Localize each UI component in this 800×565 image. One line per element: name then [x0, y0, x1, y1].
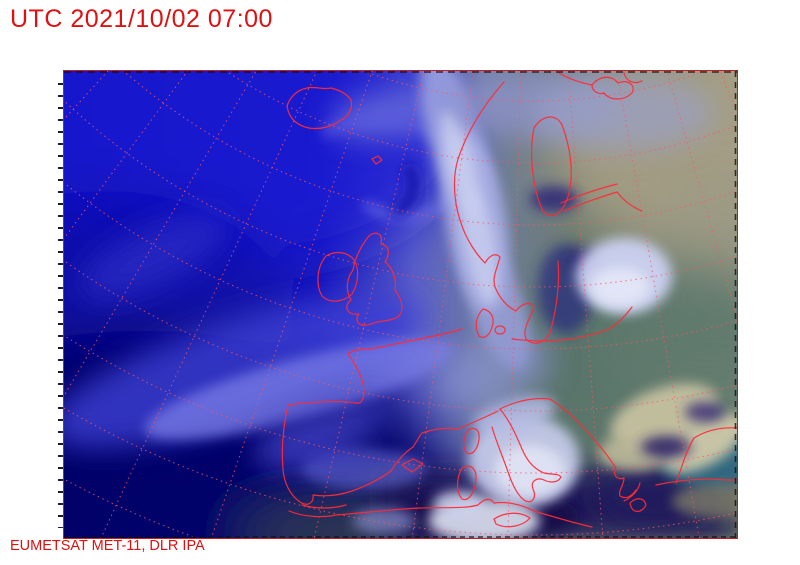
coast-britain [346, 232, 403, 326]
coast-balearics [401, 458, 424, 473]
night-clouds [64, 86, 464, 534]
coast-west-europe-iberia [281, 328, 499, 505]
coast-sicily [493, 512, 531, 528]
credit-caption: EUMETSAT MET-11, DLR IPA [10, 538, 205, 554]
coast-norway [453, 81, 560, 344]
coast-white-sea [558, 72, 643, 100]
coast-sardinia [456, 465, 477, 501]
coast-baltic-south [511, 306, 633, 342]
coast-adriatic-balkans [499, 397, 637, 499]
coast-north-africa [288, 498, 593, 528]
scandinavia-clouds [420, 71, 714, 370]
frame-edge-dashes [64, 71, 737, 538]
coast-bothnia [530, 116, 572, 216]
coast-italy [491, 408, 562, 503]
coast-denmark [475, 308, 506, 338]
coast-ireland [317, 251, 359, 302]
coast-greece [623, 482, 647, 513]
coast-turkey-black-sea [655, 427, 737, 486]
satellite-image-frame [58, 70, 738, 539]
day-clouds [428, 238, 737, 538]
coastline-overlay [281, 72, 737, 528]
timestamp-title: UTC 2021/10/02 07:00 [10, 5, 273, 33]
satellite-image [64, 71, 737, 538]
coast-corsica [463, 427, 480, 455]
coast-iceland [286, 86, 353, 130]
graticule [64, 71, 737, 538]
frame-ticks-left [58, 83, 63, 528]
coast-gulf-of-finland [560, 183, 643, 212]
coast-faroe [371, 155, 383, 165]
